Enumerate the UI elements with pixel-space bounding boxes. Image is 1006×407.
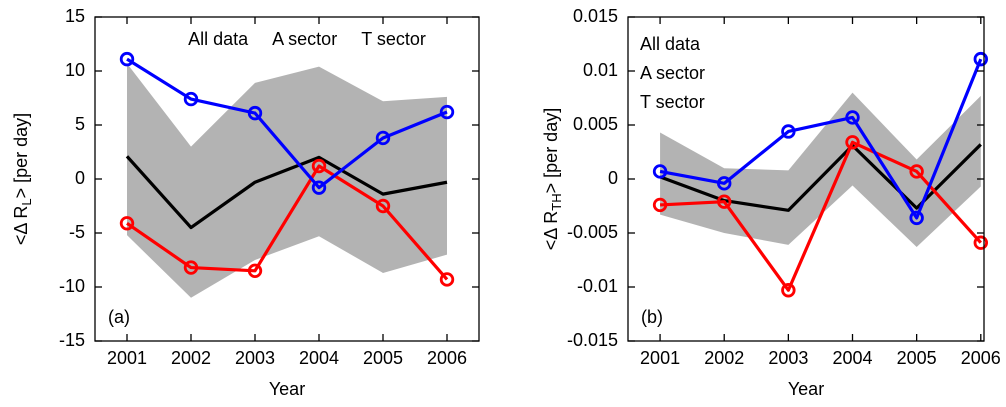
marker <box>119 216 135 231</box>
marker <box>909 164 924 179</box>
marker <box>247 105 263 121</box>
marker <box>439 272 455 287</box>
y-axis-label-part: TH <box>549 193 564 210</box>
x-tick-label: 2001 <box>640 348 680 368</box>
legend-entry: T sector <box>640 92 705 112</box>
y-tick-label: -0.01 <box>577 276 618 296</box>
marker <box>781 124 796 139</box>
legend-entry: T sector <box>361 29 426 49</box>
marker <box>652 164 668 179</box>
series-line <box>125 155 448 230</box>
spread-band <box>660 92 981 248</box>
x-tick-label: 2003 <box>768 348 808 368</box>
marker <box>311 158 327 174</box>
x-axis-label: Year <box>788 379 824 399</box>
y-tick-label: -0.015 <box>567 330 618 350</box>
y-tick-label: -0.005 <box>567 222 618 242</box>
y-tick-label: -5 <box>69 222 85 242</box>
marker <box>845 110 860 125</box>
y-tick-label: 5 <box>75 114 85 134</box>
x-axis-label: Year <box>269 379 305 399</box>
panel-label: (a) <box>108 307 130 327</box>
x-tick-label: 2006 <box>961 348 1001 368</box>
y-axis-label: <Δ RTH> [per day] <box>541 108 565 250</box>
y-axis-label-part: L <box>19 198 34 205</box>
x-tick-label: 2002 <box>704 348 744 368</box>
series-line <box>126 164 449 281</box>
y-axis-label-part: > [per day] <box>11 113 31 199</box>
y-tick-label: -10 <box>59 276 85 296</box>
marker <box>375 130 391 146</box>
series-line <box>659 140 982 292</box>
legend-entry: All data <box>640 34 701 54</box>
marker <box>781 283 796 298</box>
x-tick-label: 2002 <box>171 348 211 368</box>
y-axis-label-part: <Δ R <box>541 211 561 251</box>
marker <box>183 260 199 275</box>
series-line <box>659 58 983 220</box>
x-tick-label: 2004 <box>299 348 339 368</box>
y-tick-label: 0 <box>608 168 618 188</box>
y-tick-label: -15 <box>59 330 85 350</box>
panel-label: (b) <box>641 307 663 327</box>
y-tick-label: 0 <box>75 168 85 188</box>
y-tick-label: 15 <box>65 6 85 26</box>
marker <box>973 235 988 250</box>
series-line <box>659 143 982 212</box>
marker <box>652 197 668 213</box>
marker <box>311 180 327 195</box>
y-tick-label: 10 <box>65 60 85 80</box>
marker <box>439 104 455 120</box>
y-axis-label-part: > [per day] <box>541 108 561 194</box>
legend-entry: A sector <box>640 63 705 83</box>
marker <box>183 91 199 107</box>
x-tick-label: 2001 <box>107 348 147 368</box>
marker <box>717 194 732 209</box>
y-axis-label-part: <Δ R <box>11 206 31 246</box>
x-tick-label: 2005 <box>897 348 937 368</box>
x-tick-label: 2004 <box>832 348 872 368</box>
y-axis-label: <Δ RL> [per day] <box>11 113 35 245</box>
y-tick-label: 0.005 <box>573 114 618 134</box>
marker <box>717 176 732 191</box>
marker <box>247 263 263 279</box>
legend-entry: All data <box>188 29 249 49</box>
spread-band <box>127 63 447 298</box>
x-tick-label: 2005 <box>363 348 403 368</box>
legend-entry: A sector <box>272 29 337 49</box>
marker <box>909 210 924 226</box>
x-tick-label: 2003 <box>235 348 275 368</box>
y-tick-label: 0.01 <box>583 60 618 80</box>
marker <box>845 135 860 150</box>
marker <box>973 51 988 67</box>
series-line <box>126 57 448 190</box>
marker <box>375 198 391 214</box>
x-tick-label: 2006 <box>427 348 467 368</box>
marker <box>119 51 135 67</box>
y-tick-label: 0.015 <box>573 6 618 26</box>
